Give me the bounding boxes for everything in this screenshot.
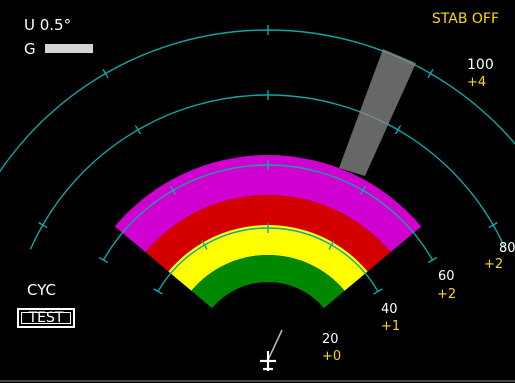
range-tick [102,68,109,79]
range-label-40: 40 [381,302,398,317]
range-tick [153,288,163,295]
center-cutout [228,328,308,353]
range-label-80: 80 [499,241,515,256]
precip-band-green [191,255,345,309]
range-tick [427,256,438,264]
precip-band-yellow [168,224,368,291]
range-tick [488,221,498,229]
aircraft-symbol-icon [260,351,276,371]
cycle-label: CYC [27,281,57,299]
radar-mode-label: U 0.5° [24,16,72,34]
range-label-20: 20 [322,332,339,347]
stab-status: STAB OFF [431,11,499,27]
range-tick [169,185,177,196]
gain-label: G [24,40,36,58]
precip-band-magenta [114,154,422,253]
range-label-60: 60 [438,269,455,284]
range-label-100: 100 [467,57,494,73]
range-tick [201,240,208,250]
heading-line [267,329,283,361]
range-tick [359,185,367,196]
tilt-label-20: +0 [322,349,342,364]
range-tick [98,256,109,264]
tilt-label-40: +1 [381,319,401,334]
range-tick [134,125,142,135]
precipitation-bands [114,154,422,309]
tilt-label-60: +2 [437,287,457,302]
range-tick [394,125,402,135]
gain-bar [45,44,93,53]
tilt-label-80: +2 [484,257,504,272]
range-tick [373,288,383,295]
scan-sector-icon [339,49,416,176]
range-tick [38,221,48,229]
test-button[interactable]: TEST [17,308,75,328]
range-arcs [0,25,515,295]
range-tick [427,68,434,79]
range-tick [328,240,335,250]
precip-band-red [145,195,391,272]
tilt-label-100: +4 [467,75,487,90]
